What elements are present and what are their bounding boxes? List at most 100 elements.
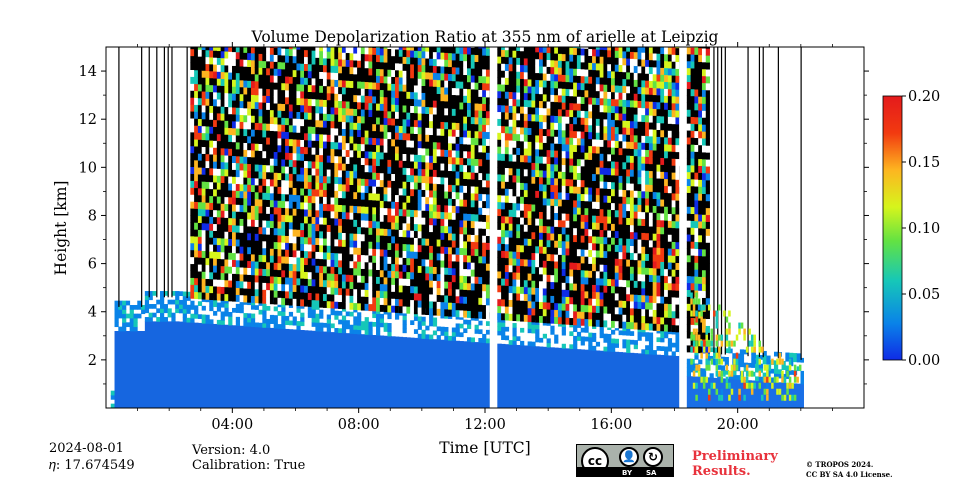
noise-cell	[425, 155, 430, 163]
transition-cell	[546, 338, 551, 344]
noise-cell	[383, 304, 388, 313]
noise-cell	[410, 292, 415, 301]
noise-cell	[322, 120, 328, 128]
noise-cell	[220, 175, 225, 183]
noise-cell	[273, 234, 278, 243]
noise-cell	[368, 276, 373, 284]
noise-cell	[576, 75, 582, 83]
noise-cell	[516, 265, 521, 273]
noise-cell	[285, 69, 290, 77]
transition-cell	[118, 313, 123, 319]
noise-cell	[478, 117, 483, 125]
noise-cell	[576, 103, 582, 111]
noise-cell	[213, 78, 218, 86]
transition-cell	[436, 326, 441, 332]
noise-cell	[557, 233, 563, 242]
noise-cell	[311, 105, 316, 114]
noise-cell	[576, 165, 582, 174]
transition-cell	[387, 310, 392, 315]
noise-cell	[334, 211, 339, 219]
noise-cell	[546, 87, 551, 95]
noise-cell	[451, 198, 457, 206]
noise-cell	[561, 74, 566, 82]
noise-cell	[239, 287, 244, 296]
noise-cell	[235, 176, 240, 185]
noise-cell	[482, 55, 487, 63]
noise-cell	[508, 84, 513, 93]
noise-cell	[429, 65, 434, 73]
noise-cell	[501, 215, 506, 224]
noise-cell	[224, 113, 229, 121]
noise-cell	[201, 47, 206, 50]
noise-cell	[250, 66, 256, 75]
noise-cell	[304, 167, 309, 175]
noise-cell	[228, 217, 233, 226]
noise-cell	[448, 253, 453, 262]
noise-cell	[523, 224, 529, 232]
transition-cell	[459, 323, 464, 329]
noise-cell	[201, 98, 206, 106]
noise-cell	[508, 292, 513, 300]
noise-cell	[576, 269, 582, 277]
noise-cell	[466, 81, 472, 90]
noise-cell	[197, 264, 203, 272]
noise-cell	[554, 254, 559, 262]
noise-cell	[391, 47, 396, 50]
transition-cell	[178, 304, 184, 310]
noise-cell	[470, 303, 475, 312]
noise-cell	[258, 254, 263, 262]
transition-cell	[402, 315, 407, 321]
noise-cell	[205, 243, 210, 252]
noise-cell	[239, 47, 244, 53]
transition-cell	[470, 315, 475, 321]
boundary-layer-cell	[273, 328, 279, 408]
noise-cell	[209, 181, 214, 190]
noise-cell	[209, 264, 214, 273]
noise-cell	[576, 228, 582, 236]
noise-cell	[205, 105, 210, 113]
noise-cell	[576, 214, 582, 222]
noise-cell	[341, 218, 347, 227]
transition-cell	[459, 332, 464, 338]
boundary-layer-cell	[133, 330, 138, 408]
noise-cell	[485, 270, 491, 278]
noise-cell	[281, 242, 286, 250]
noise-cell	[599, 285, 604, 293]
noise-cell	[421, 189, 426, 197]
noise-cell	[319, 71, 324, 79]
noise-cell	[383, 193, 388, 202]
noise-cell	[262, 60, 267, 69]
noise-cell	[595, 132, 601, 140]
noise-cell	[417, 161, 422, 169]
boundary-layer-cell	[326, 331, 332, 408]
noise-cell	[281, 89, 286, 98]
transition-cell	[201, 314, 206, 320]
noise-cell	[550, 122, 555, 130]
transition-cell	[285, 315, 290, 321]
noise-cell	[315, 300, 320, 308]
noise-cell	[300, 84, 305, 92]
noise-cell	[315, 272, 320, 280]
noise-cell	[216, 147, 222, 156]
noise-cell	[440, 267, 445, 275]
noise-cell	[254, 164, 259, 172]
noise-cell	[190, 97, 195, 105]
noise-cell	[573, 297, 578, 305]
noise-cell	[478, 179, 483, 187]
noise-cell	[285, 173, 290, 181]
boundary-layer-cell	[194, 322, 199, 408]
noise-cell	[576, 47, 582, 49]
transition-cell	[110, 403, 115, 408]
noise-cell	[501, 125, 506, 134]
noise-cell	[190, 291, 195, 299]
noise-cell	[523, 134, 529, 142]
noise-cell	[539, 107, 544, 115]
transition-cell	[194, 309, 199, 315]
boundary-layer-cell	[216, 324, 222, 408]
noise-cell	[535, 58, 540, 67]
noise-cell	[576, 221, 582, 229]
noise-cell	[235, 259, 240, 268]
noise-cell	[542, 156, 547, 164]
transition-cell	[110, 390, 115, 396]
noise-cell	[232, 245, 237, 254]
